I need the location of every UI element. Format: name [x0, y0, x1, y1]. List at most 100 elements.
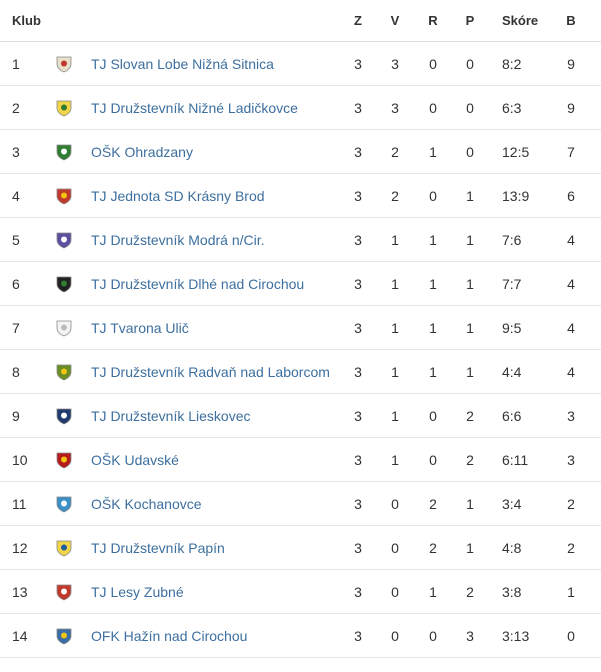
wins: 2 [391, 187, 399, 204]
team-name[interactable]: OŠK Ohradzany [91, 143, 193, 160]
draws: 2 [429, 495, 437, 512]
losses: 2 [466, 407, 474, 424]
team-name[interactable]: TJ Družstevník Radvaň nad Laborcom [91, 363, 330, 380]
score: 3:8 [502, 583, 522, 600]
logo-emblem [61, 632, 67, 639]
team-name[interactable]: OFK Hažín nad Cirochou [91, 627, 248, 644]
club-logo [56, 540, 72, 557]
table-row: 8 TJ Družstevník Radvaň nad Laborcom 3 1 1 1 4… [0, 350, 601, 394]
team-name[interactable]: TJ Tvarona Ulič [91, 319, 189, 336]
logo-emblem [61, 412, 67, 419]
logo-emblem [61, 456, 67, 463]
header-cell: B [566, 13, 576, 28]
rank: 10 [12, 451, 28, 468]
table-row: 4 TJ Jednota SD Krásny Brod 3 2 0 1 13:9 6 [0, 174, 601, 218]
losses: 0 [466, 143, 474, 160]
points: 3 [567, 451, 575, 468]
wins: 0 [391, 539, 399, 556]
points: 2 [567, 539, 575, 556]
club-logo [56, 452, 72, 469]
draws: 0 [429, 627, 437, 644]
table-row: 9 TJ Družstevník Lieskovec 3 1 0 2 6:6 3 [0, 394, 601, 438]
played: 3 [354, 583, 362, 600]
score: 7:6 [502, 231, 522, 248]
header-cell: P [465, 13, 475, 28]
draws: 1 [429, 231, 437, 248]
rank: 5 [12, 231, 20, 248]
team-name[interactable]: TJ Slovan Lobe Nižná Sitnica [91, 55, 274, 72]
draws: 1 [429, 583, 437, 600]
rank: 1 [12, 55, 20, 72]
losses: 3 [466, 627, 474, 644]
losses: 1 [466, 495, 474, 512]
rank: 6 [12, 275, 20, 292]
played: 3 [354, 319, 362, 336]
team-name[interactable]: TJ Družstevník Nižné Ladičkovce [91, 99, 298, 116]
team-name[interactable]: TJ Družstevník Lieskovec [91, 407, 251, 424]
table-row: 13 TJ Lesy Zubné 3 0 1 2 3:8 1 [0, 570, 601, 614]
score: 4:8 [502, 539, 522, 556]
played: 3 [354, 363, 362, 380]
wins: 1 [391, 451, 399, 468]
draws: 0 [429, 451, 437, 468]
logo-emblem [61, 236, 67, 243]
played: 3 [354, 539, 362, 556]
losses: 0 [466, 55, 474, 72]
losses: 0 [466, 99, 474, 116]
team-name[interactable]: OŠK Udavské [91, 451, 179, 468]
team-name[interactable]: OŠK Kochanovce [91, 495, 202, 512]
team-name[interactable]: TJ Družstevník Papín [91, 539, 225, 556]
header-cell: Skóre [502, 13, 539, 28]
logo-emblem [61, 192, 67, 199]
losses: 1 [466, 231, 474, 248]
played: 3 [354, 231, 362, 248]
logo-emblem [61, 588, 67, 595]
score: 7:7 [502, 275, 522, 292]
wins: 3 [391, 99, 399, 116]
score: 6:6 [502, 407, 522, 424]
logo-emblem [61, 500, 67, 507]
logo-emblem [61, 104, 67, 111]
losses: 1 [466, 187, 474, 204]
rank: 11 [12, 495, 27, 512]
points: 4 [567, 319, 575, 336]
team-name[interactable]: TJ Družstevník Modrá n/Cir. [91, 231, 265, 248]
rank: 14 [12, 627, 28, 644]
draws: 2 [429, 539, 437, 556]
club-logo [56, 188, 72, 205]
team-name[interactable]: TJ Lesy Zubné [91, 583, 184, 600]
points: 2 [567, 495, 575, 512]
club-logo [56, 144, 72, 161]
points: 3 [567, 407, 575, 424]
table-row: 14 OFK Hažín nad Cirochou 3 0 0 3 3:13 0 [0, 614, 601, 658]
header-cell: R [428, 13, 438, 28]
draws: 0 [429, 55, 437, 72]
losses: 2 [466, 451, 474, 468]
draws: 0 [429, 407, 437, 424]
header-cell: Z [354, 13, 362, 28]
team-name[interactable]: TJ Družstevník Dlhé nad Cirochou [91, 275, 305, 292]
played: 3 [354, 495, 362, 512]
logo-emblem [61, 60, 67, 67]
team-name[interactable]: TJ Jednota SD Krásny Brod [91, 187, 265, 204]
score: 6:3 [502, 99, 522, 116]
points: 0 [567, 627, 575, 644]
table-row: 2 TJ Družstevník Nižné Ladičkovce 3 3 0 0 6:3 9 [0, 86, 601, 130]
logo-emblem [61, 148, 67, 155]
score: 12:5 [502, 143, 530, 160]
club-logo [56, 320, 72, 337]
logo-emblem [61, 324, 67, 331]
points: 9 [567, 55, 575, 72]
rank: 12 [12, 539, 28, 556]
points: 1 [567, 583, 575, 600]
losses: 1 [466, 539, 474, 556]
club-logo [56, 628, 72, 645]
club-logo [56, 364, 72, 381]
wins: 1 [391, 275, 399, 292]
table-row: 7 TJ Tvarona Ulič 3 1 1 1 9:5 4 [0, 306, 601, 350]
table-row: 5 TJ Družstevník Modrá n/Cir. 3 1 1 1 7:6 4 [0, 218, 601, 262]
club-logo [56, 408, 72, 425]
played: 3 [354, 55, 362, 72]
club-logo [56, 276, 72, 293]
losses: 1 [466, 319, 474, 336]
